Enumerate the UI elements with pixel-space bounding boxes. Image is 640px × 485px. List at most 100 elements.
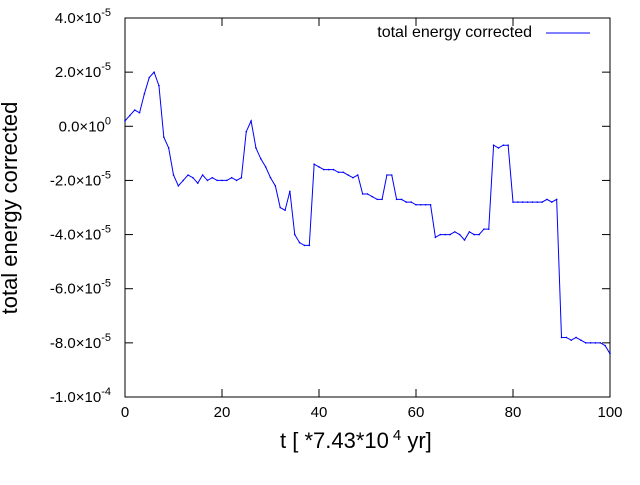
- data-point: [347, 174, 349, 176]
- data-point: [192, 176, 194, 179]
- data-point: [133, 109, 136, 111]
- y-tick-label: -8.0×10-5: [50, 332, 111, 352]
- data-point: [264, 166, 267, 168]
- data-point: [293, 233, 296, 236]
- data-point: [250, 120, 252, 122]
- x-axis-label-main: t [ *7.43*10: [280, 428, 389, 453]
- data-point: [584, 342, 587, 344]
- data-point: [415, 203, 417, 206]
- data-point: [337, 171, 340, 174]
- data-point: [298, 241, 301, 244]
- data-point: [560, 336, 563, 339]
- data-point: [478, 233, 480, 236]
- data-point: [206, 179, 209, 182]
- y-tick-label-mantissa: -6.0×10: [50, 281, 101, 298]
- data-point: [487, 228, 490, 230]
- data-point: [565, 336, 568, 339]
- y-tick-label-exponent: -4: [101, 386, 111, 398]
- legend-label: total energy corrected: [377, 24, 532, 41]
- data-point: [187, 174, 189, 176]
- data-point: [361, 193, 364, 195]
- data-point: [323, 168, 325, 171]
- data-point: [274, 185, 277, 187]
- data-point: [575, 336, 577, 339]
- data-point: [580, 339, 582, 341]
- series-layer: [124, 71, 611, 355]
- data-point: [376, 198, 379, 201]
- y-tick-label-exponent: 0: [105, 115, 111, 127]
- x-tick-label: 20: [214, 404, 231, 421]
- ticks-layer: 0 20 40 60 80 1004.0×10-52.0×10-50.0×100-2.0×…: [50, 7, 623, 421]
- data-point: [138, 111, 141, 114]
- x-tick-label: 0: [121, 404, 129, 421]
- data-point: [536, 201, 539, 203]
- data-point: [512, 201, 514, 203]
- y-tick-label-mantissa: -8.0×10: [50, 335, 101, 352]
- data-point: [308, 244, 311, 247]
- data-point: [124, 120, 126, 122]
- series-line: [124, 71, 611, 354]
- data-point: [342, 171, 345, 174]
- data-point: [463, 239, 466, 241]
- data-point: [357, 174, 359, 176]
- x-axis-label-exponent: 4: [393, 427, 401, 444]
- data-point: [454, 231, 456, 233]
- data-point: [201, 174, 204, 176]
- data-point: [405, 201, 408, 203]
- data-point: [158, 84, 160, 87]
- y-tick-label-mantissa: -1.0×10: [50, 389, 101, 406]
- data-point: [163, 136, 165, 138]
- y-tick-label: -2.0×10-5: [50, 169, 111, 189]
- data-point: [255, 147, 257, 149]
- data-point: [604, 344, 606, 347]
- data-point: [226, 179, 228, 182]
- data-point: [240, 176, 243, 179]
- data-point: [390, 174, 393, 176]
- data-point: [521, 201, 524, 203]
- y-tick-label-exponent: -5: [101, 278, 111, 290]
- y-tick-label-exponent: -5: [101, 224, 111, 236]
- data-point: [555, 198, 558, 201]
- data-point: [177, 185, 180, 187]
- data-point: [366, 193, 369, 195]
- data-point: [526, 201, 529, 203]
- data-point: [148, 76, 151, 79]
- data-point: [153, 71, 155, 73]
- y-tick-label-exponent: -5: [101, 61, 111, 73]
- data-point: [182, 179, 184, 182]
- data-point: [444, 233, 446, 236]
- y-tick-label-mantissa: 2.0×10: [55, 64, 101, 81]
- data-point: [216, 179, 218, 182]
- data-point: [332, 168, 335, 171]
- y-tick-label: 0.0×100: [59, 115, 111, 135]
- data-point: [541, 201, 543, 203]
- data-point: [599, 342, 602, 344]
- data-point: [492, 144, 495, 147]
- y-tick-label-exponent: -5: [101, 169, 111, 181]
- data-point: [235, 179, 238, 182]
- y-tick-label-mantissa: -4.0×10: [50, 227, 101, 244]
- data-point: [196, 182, 199, 184]
- data-point: [473, 233, 476, 236]
- data-point: [531, 201, 534, 203]
- data-point: [284, 209, 286, 212]
- data-point: [352, 176, 354, 179]
- data-point: [269, 176, 272, 179]
- x-axis-label-suffix: yr]: [401, 428, 432, 453]
- data-point: [429, 203, 432, 206]
- x-tick-label: 100: [597, 404, 622, 421]
- data-point: [143, 93, 146, 95]
- x-tick-label: 40: [311, 404, 328, 421]
- data-point: [381, 198, 383, 201]
- data-point: [483, 228, 485, 230]
- x-tick-label: 60: [408, 404, 425, 421]
- data-point: [211, 176, 214, 179]
- data-point: [129, 114, 131, 117]
- y-tick-label-mantissa: 0.0×10: [59, 118, 105, 135]
- data-point: [221, 179, 223, 182]
- data-point: [303, 244, 306, 247]
- data-point: [609, 352, 611, 355]
- y-tick-label: -4.0×10-5: [50, 224, 111, 244]
- y-axis-label: total energy corrected: [0, 102, 22, 315]
